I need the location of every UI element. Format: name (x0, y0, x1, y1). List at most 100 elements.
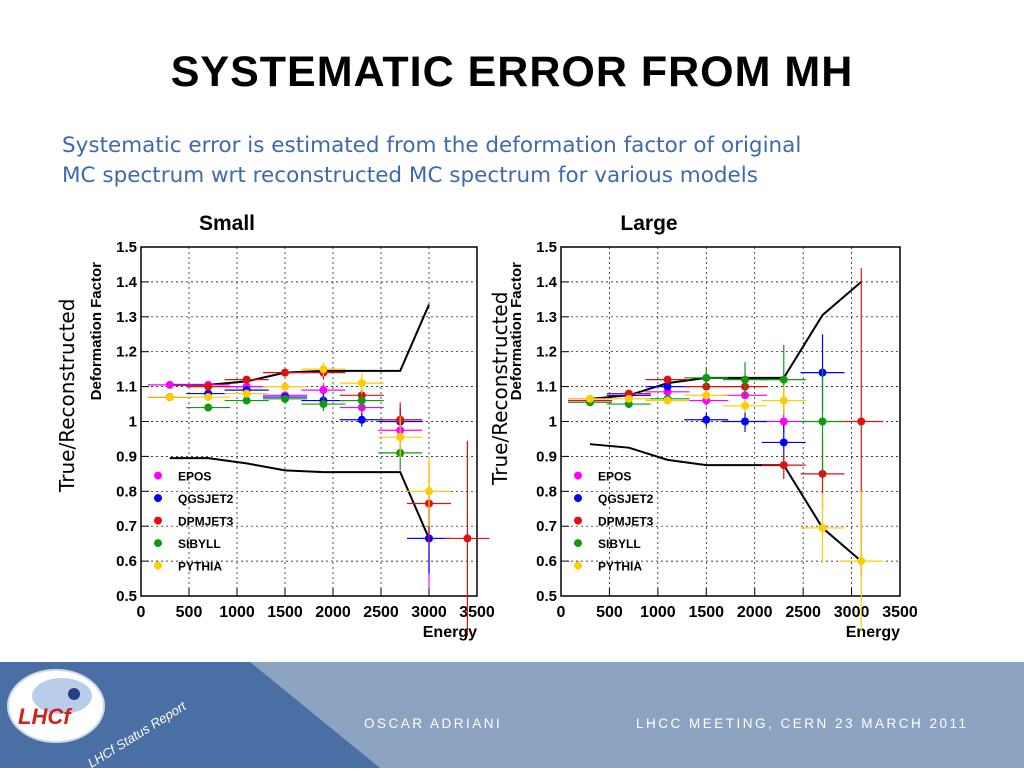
logo-core (68, 688, 80, 700)
large-dpmjet3-marker (663, 375, 672, 384)
small-pythia-point (301, 362, 346, 377)
small-sibyll-marker (281, 394, 289, 403)
small-dpmjet3-marker (242, 375, 251, 384)
small-pythia-point (339, 372, 384, 394)
small-pythia-marker (357, 379, 366, 388)
large-qgsjet2-point (645, 382, 690, 391)
large-epos-marker (779, 417, 788, 426)
small-pythia-point (224, 389, 269, 398)
large-pythia-point (645, 396, 690, 405)
large-sibyll-marker (818, 417, 827, 426)
large-y-tick-label: 0.8 (536, 483, 557, 500)
presenter-name: OSCAR ADRIANI (364, 716, 503, 731)
side-label-left: True/Reconstructed (55, 298, 79, 492)
large-pythia-point (606, 394, 651, 403)
small-y-tick-label: 0.9 (116, 448, 137, 465)
small-y-tick-label: 1.1 (116, 379, 137, 396)
slide-title: SYSTEMATIC ERROR FROM MH (170, 48, 854, 96)
small-x-tick-label: 2500 (363, 604, 399, 621)
large-x-tick-label: 2000 (737, 604, 773, 621)
small-pythia-point (378, 416, 423, 459)
small-y-tick-label: 1.5 (116, 239, 137, 256)
small-legend-label-pythia: PYTHIA (178, 560, 222, 574)
large-x-tick-label: 3000 (834, 604, 870, 621)
small-legend-marker-dpmjet3 (154, 516, 162, 525)
large-pythia-marker (663, 396, 672, 405)
large-legend-label-dpmjet3: DPMJET3 (598, 515, 654, 529)
small-legend-label-dpmjet3: DPMJET3 (178, 515, 234, 529)
small-x-tick-label: 1000 (219, 604, 255, 621)
large-x-tick-label: 0 (557, 604, 566, 621)
small-y-tick-label: 0.6 (116, 553, 137, 570)
small-y-tick-label: 0.7 (116, 518, 137, 535)
large-sibyll-point (800, 369, 845, 474)
small-dpmjet3-point (263, 368, 307, 377)
large-qgsjet2-point (723, 411, 768, 432)
large-qgsjet2-marker (702, 415, 711, 424)
small-dpmjet3-point (224, 375, 269, 384)
small-y-tick-label: 1.4 (116, 274, 138, 291)
large-y-tick-label: 1.3 (536, 309, 557, 326)
small-x-tick-label: 0 (137, 604, 146, 621)
large-qgsjet2-marker (741, 417, 750, 426)
small-sibyll-point (186, 403, 231, 412)
large-x-tick-label: 3500 (882, 604, 918, 621)
small-legend-marker-epos (154, 471, 162, 480)
small-legend-label-qgsjet2: QGSJET2 (178, 492, 234, 506)
large-y-tick-label: 0.5 (536, 588, 557, 605)
large-legend-marker-sibyll (574, 539, 582, 548)
large-legend-label-qgsjet2: QGSJET2 (598, 492, 654, 506)
small-dpmjet3-point (186, 382, 231, 391)
small-sibyll-point (263, 394, 307, 403)
large-lower-bound-line (589, 443, 862, 562)
large-pythia-marker (624, 394, 633, 403)
large-chart-title: Large (620, 212, 677, 235)
small-x-tick-label: 3500 (459, 604, 495, 621)
small-sibyll-marker (204, 403, 213, 412)
small-x-tick-label: 1500 (267, 604, 303, 621)
small-pythia-point (263, 382, 307, 391)
small-x-axis-label: Energy (423, 624, 477, 641)
large-y-tick-label: 1.2 (536, 344, 557, 361)
small-qgsjet2-point (339, 412, 384, 427)
large-legend-marker-epos (574, 471, 582, 480)
small-dpmjet3-marker (204, 382, 213, 391)
large-qgsjet2-marker (663, 382, 672, 391)
large-y-tick-label: 1 (549, 414, 557, 431)
small-legend-label-epos: EPOS (178, 470, 211, 484)
large-pythia-point (800, 493, 845, 563)
large-x-tick-label: 1500 (688, 604, 724, 621)
logo-swirl (32, 678, 92, 714)
side-label-right: True/Reconstructed (488, 291, 512, 485)
small-y-tick-label: 1 (129, 414, 137, 431)
large-legend-label-sibyll: SIBYLL (598, 537, 641, 551)
large-pythia-marker (818, 523, 827, 532)
large-sibyll-marker (741, 375, 750, 384)
large-x-tick-label: 1000 (640, 604, 676, 621)
small-x-tick-label: 3000 (411, 604, 447, 621)
large-y-tick-label: 1.5 (536, 239, 557, 256)
small-sibyll-marker (357, 396, 366, 405)
small-x-tick-label: 500 (176, 604, 203, 621)
large-dpmjet3-marker (857, 417, 866, 426)
large-legend-marker-qgsjet2 (574, 494, 582, 503)
small-legend-label-sibyll: SIBYLL (178, 537, 221, 551)
large-pythia-point (723, 398, 768, 413)
large-pythia-marker (586, 394, 595, 403)
large-pythia-point (568, 394, 613, 403)
large-dpmjet3-point (761, 451, 806, 480)
small-pythia-marker (319, 365, 328, 374)
large-y-tick-label: 0.6 (536, 553, 557, 570)
large-y-tick-label: 1.4 (536, 274, 558, 291)
small-legend-marker-pythia (154, 561, 162, 570)
large-pythia-marker (741, 401, 750, 410)
small-epos-point (147, 380, 192, 389)
small-sibyll-marker (242, 396, 251, 405)
small-legend-marker-qgsjet2 (154, 494, 162, 503)
small-pythia-point (186, 393, 231, 402)
large-sibyll-point (684, 367, 729, 389)
large-sibyll-marker (779, 375, 788, 384)
large-legend-label-epos: EPOS (598, 470, 631, 484)
subtitle-line-2: MC spectrum wrt reconstructed MC spectru… (62, 163, 758, 188)
